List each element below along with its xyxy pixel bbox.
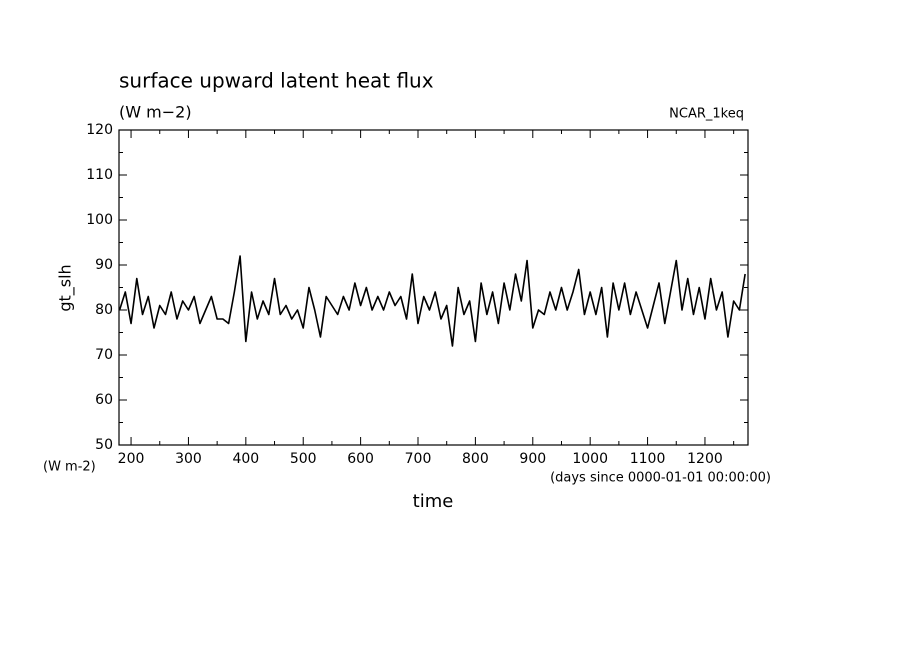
y-tick-label: 110 — [86, 167, 113, 183]
x-tick-label: 1200 — [687, 451, 723, 467]
x-tick-label: 900 — [519, 451, 546, 467]
y-tick-label: 100 — [86, 212, 113, 228]
y-unit-label: (W m-2) — [43, 460, 96, 475]
x-tick-label: 1100 — [630, 451, 666, 467]
x-tick-label: 700 — [405, 451, 432, 467]
x-tick-label: 300 — [175, 451, 202, 467]
chart-subtitle: (W m−2) — [119, 103, 192, 122]
y-tick-label: 50 — [95, 437, 113, 453]
data-line — [118, 255, 746, 347]
x-unit-label: (days since 0000-01-01 00:00:00) — [550, 471, 771, 486]
y-tick-label: 80 — [95, 302, 113, 318]
x-axis-label: time — [413, 491, 454, 512]
x-tick-label: 500 — [290, 451, 317, 467]
annotation: NCAR_1keq — [669, 107, 744, 122]
y-tick-label: 90 — [95, 257, 113, 273]
y-tick-label: 60 — [95, 392, 113, 408]
y-tick-label: 120 — [86, 122, 113, 138]
x-tick-label: 200 — [118, 451, 145, 467]
x-tick-label: 1000 — [572, 451, 608, 467]
x-tick-label: 800 — [462, 451, 489, 467]
x-tick-label: 600 — [347, 451, 374, 467]
y-axis-label: gt_slh — [56, 264, 76, 311]
chart-title: surface upward latent heat flux — [119, 69, 434, 93]
x-tick-label: 400 — [232, 451, 259, 467]
y-tick-label: 70 — [95, 347, 113, 363]
